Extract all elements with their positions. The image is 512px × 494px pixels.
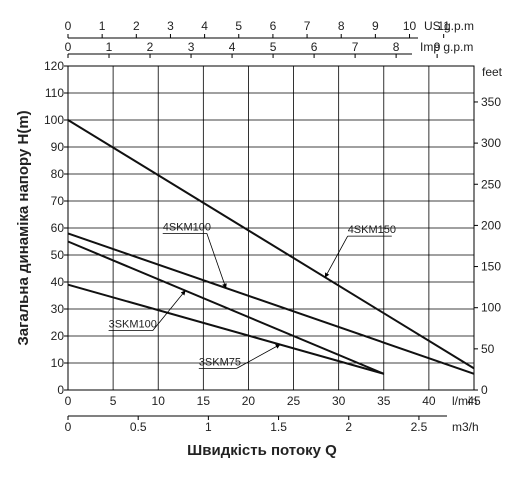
x-lmin-tick-label: 45 — [467, 394, 481, 408]
curve-label-3skm75: 3SKM75 — [199, 356, 241, 368]
x-usgpm-tick-label: 6 — [270, 19, 277, 33]
x-usgpm-tick-label: 5 — [235, 19, 242, 33]
curve-label-3skm100: 3SKM100 — [109, 319, 157, 331]
x-m3h-tick-label: 1 — [205, 420, 212, 434]
x-impgpm-tick-label: 4 — [229, 40, 236, 54]
y-left-tick-label: 40 — [51, 275, 65, 289]
x-m3h-tick-label: 1.5 — [270, 420, 287, 434]
series-lines — [67, 119, 475, 375]
x-impgpm-tick-label: 5 — [270, 40, 277, 54]
y-left-tick-label: 10 — [51, 356, 65, 370]
curve-label-leader — [236, 344, 281, 369]
y-right-tick-label: 350 — [481, 95, 501, 109]
x-usgpm-tick-label: 10 — [403, 19, 417, 33]
x-lmin-tick-label: 15 — [197, 394, 211, 408]
x-impgpm-tick-label: 9 — [434, 40, 441, 54]
x-m3h-tick-label: 0 — [65, 420, 72, 434]
y-right-tick-label: 150 — [481, 260, 501, 274]
x-impgpm-tick-label: 8 — [393, 40, 400, 54]
y-left-tick-label: 30 — [51, 302, 65, 316]
y-right-tick-label: 250 — [481, 177, 501, 191]
y-right-tick-label: 200 — [481, 218, 501, 232]
axis-labels: Загальна динаміка напору H(m) Швидкість … — [15, 110, 396, 459]
y-left-tick-label: 80 — [51, 167, 65, 181]
series-line-4skm100 — [67, 232, 475, 375]
series-line-3skm75 — [67, 283, 385, 375]
x-axis-label: Швидкість потоку Q — [187, 442, 337, 459]
y-left-tick-label: 110 — [45, 86, 64, 100]
x-usgpm-tick-label: 0 — [65, 19, 72, 33]
y-left-tick-label: 20 — [51, 329, 65, 343]
x-impgpm-tick-label: 3 — [188, 40, 195, 54]
y-right-tick-label: 0 — [481, 383, 488, 397]
x-impgpm-tick-label: 6 — [311, 40, 318, 54]
x-lmin-tick-label: 5 — [110, 394, 117, 408]
curve-label-leader — [324, 235, 349, 278]
y-left-tick-label: 100 — [44, 113, 64, 127]
x-impgpm-tick-label: 7 — [352, 40, 359, 54]
x-usgpm-tick-label: 3 — [167, 19, 174, 33]
x-lmin-tick-label: 25 — [287, 394, 301, 408]
x-lmin-tick-label: 0 — [65, 394, 72, 408]
series-line-4skm150 — [67, 119, 475, 370]
x-m3h-unit-label: m3/h — [452, 420, 479, 434]
x-lmin-tick-label: 35 — [377, 394, 391, 408]
x-usgpm-tick-label: 9 — [372, 19, 379, 33]
y-left-tick-label: 90 — [51, 140, 65, 154]
x-usgpm-tick-label: 7 — [304, 19, 311, 33]
y-right-tick-label: 50 — [481, 342, 495, 356]
series-line-3skm100 — [67, 240, 385, 375]
y-left-tick-label: 60 — [51, 221, 65, 235]
x-lmin-tick-label: 20 — [242, 394, 256, 408]
y-left-tick-label: 120 — [44, 59, 64, 73]
x-usgpm-tick-label: 11 — [437, 19, 450, 33]
y-axis-label: Загальна динаміка напору H(m) — [15, 110, 32, 345]
x-impgpm-tick-label: 0 — [65, 40, 72, 54]
curve-label-leader — [206, 233, 227, 289]
x-lmin-unit-label: l/min — [452, 394, 477, 408]
x-usgpm-unit-label: US g.p.m — [424, 19, 474, 33]
x-m3h-tick-label: 2 — [345, 420, 352, 434]
x-impgpm-tick-label: 2 — [147, 40, 154, 54]
grid — [68, 66, 474, 390]
x-lmin-tick-label: 30 — [332, 394, 346, 408]
x-usgpm-tick-label: 4 — [201, 19, 208, 33]
x-usgpm-tick-label: 8 — [338, 19, 345, 33]
y-right-tick-label: 100 — [481, 301, 501, 315]
y-left-tick-label: 70 — [51, 194, 65, 208]
x-usgpm-tick-label: 2 — [133, 19, 140, 33]
x-lmin-tick-label: 40 — [422, 394, 436, 408]
curve-label-4skm150: 4SKM150 — [348, 224, 396, 236]
y-right-unit-label: feet — [482, 65, 503, 79]
x-impgpm-unit-label: Imp g.p.m — [420, 40, 473, 54]
axes: 0102030405060708090100110120050100150200… — [44, 19, 503, 434]
x-m3h-tick-label: 2.5 — [411, 420, 428, 434]
x-m3h-tick-label: 0.5 — [130, 420, 147, 434]
curve-label-leader — [152, 290, 186, 331]
curve-label-4skm100: 4SKM100 — [163, 221, 211, 233]
x-usgpm-tick-label: 1 — [99, 19, 106, 33]
y-left-tick-label: 50 — [51, 248, 65, 262]
x-lmin-tick-label: 10 — [152, 394, 166, 408]
x-impgpm-tick-label: 1 — [106, 40, 113, 54]
y-left-tick-label: 0 — [57, 383, 64, 397]
y-right-tick-label: 300 — [481, 136, 501, 150]
